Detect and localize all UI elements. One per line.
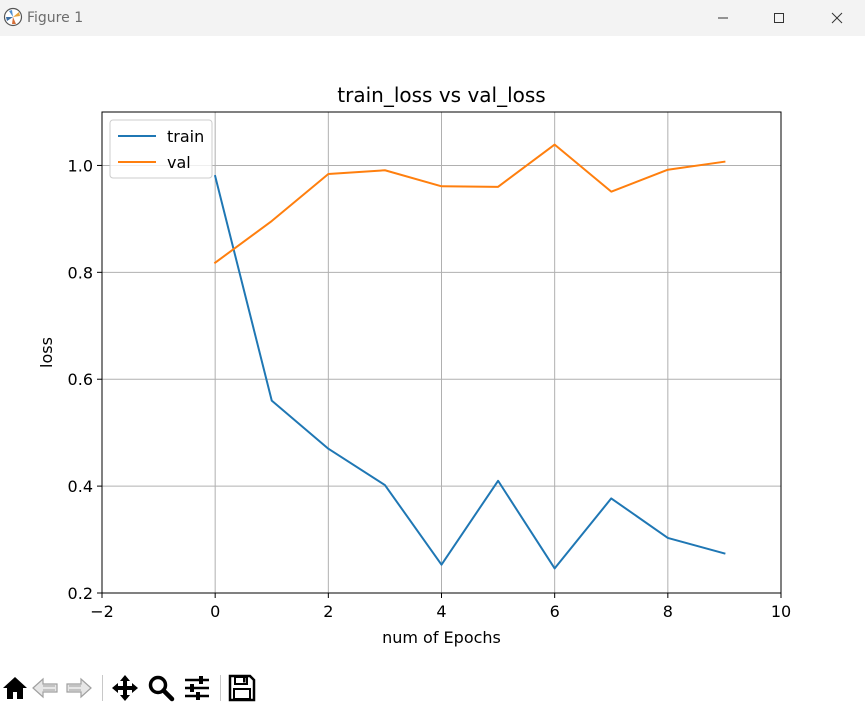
series-line-val [213, 143, 726, 265]
x-tick-label: 2 [323, 602, 333, 621]
minimize-button[interactable] [695, 0, 751, 36]
save-button[interactable] [227, 673, 257, 703]
toolbar-separator [220, 675, 221, 701]
navigation-toolbar [0, 670, 865, 707]
series-line-train [213, 174, 726, 570]
zoom-button[interactable] [146, 673, 176, 703]
x-tick-label: 6 [550, 602, 560, 621]
y-tick-label: 0.8 [68, 263, 93, 282]
legend-label-val: val [167, 153, 191, 172]
y-tick-label: 0.2 [68, 584, 93, 603]
legend-box [109, 119, 213, 179]
y-tick-label: 0.4 [68, 477, 93, 496]
maximize-button[interactable] [751, 0, 807, 36]
x-tick-label: 0 [210, 602, 220, 621]
toolbar-separator [102, 675, 103, 701]
close-button[interactable] [809, 0, 865, 36]
floppy-disk-icon [228, 674, 256, 702]
line-chart: −2 0 2 4 6 8 10 0.2 0.4 0.6 0.8 1.0 train_loss vs v… [37, 83, 792, 647]
sliders-icon [185, 676, 209, 700]
forward-button[interactable] [64, 673, 94, 703]
series-layer [213, 143, 726, 570]
close-icon [831, 12, 843, 24]
y-axis-label: loss [37, 337, 56, 368]
maximize-icon [774, 13, 784, 23]
y-tick-label: 0.6 [68, 370, 93, 389]
x-tick-label: 10 [771, 602, 791, 621]
legend: train val [109, 119, 213, 179]
x-tick-label: 4 [436, 602, 446, 621]
grid-lines [101, 112, 782, 594]
x-tick-label: −2 [90, 602, 114, 621]
figure-canvas[interactable]: −2 0 2 4 6 8 10 0.2 0.4 0.6 0.8 1.0 train_loss vs v… [0, 36, 865, 670]
back-button[interactable] [30, 673, 60, 703]
configure-subplots-button[interactable] [182, 673, 212, 703]
forward-arrow-icon [66, 677, 92, 699]
x-tick-label: 8 [663, 602, 673, 621]
ticks-layer: −2 0 2 4 6 8 10 0.2 0.4 0.6 0.8 1.0 [68, 156, 792, 621]
chart-title: train_loss vs val_loss [337, 83, 545, 107]
title-bar[interactable]: Figure 1 [0, 0, 865, 36]
x-axis-label: num of Epochs [382, 628, 501, 647]
move-icon [112, 675, 138, 701]
legend-label-train: train [167, 127, 204, 146]
home-icon [3, 677, 27, 699]
pan-button[interactable] [110, 673, 140, 703]
window-title: Figure 1 [27, 10, 84, 26]
matplotlib-logo-icon [3, 7, 23, 27]
y-tick-label: 1.0 [68, 156, 93, 175]
back-arrow-icon [32, 677, 58, 699]
magnifier-icon [148, 675, 175, 702]
home-button[interactable] [0, 673, 30, 703]
minimize-icon [718, 17, 728, 19]
